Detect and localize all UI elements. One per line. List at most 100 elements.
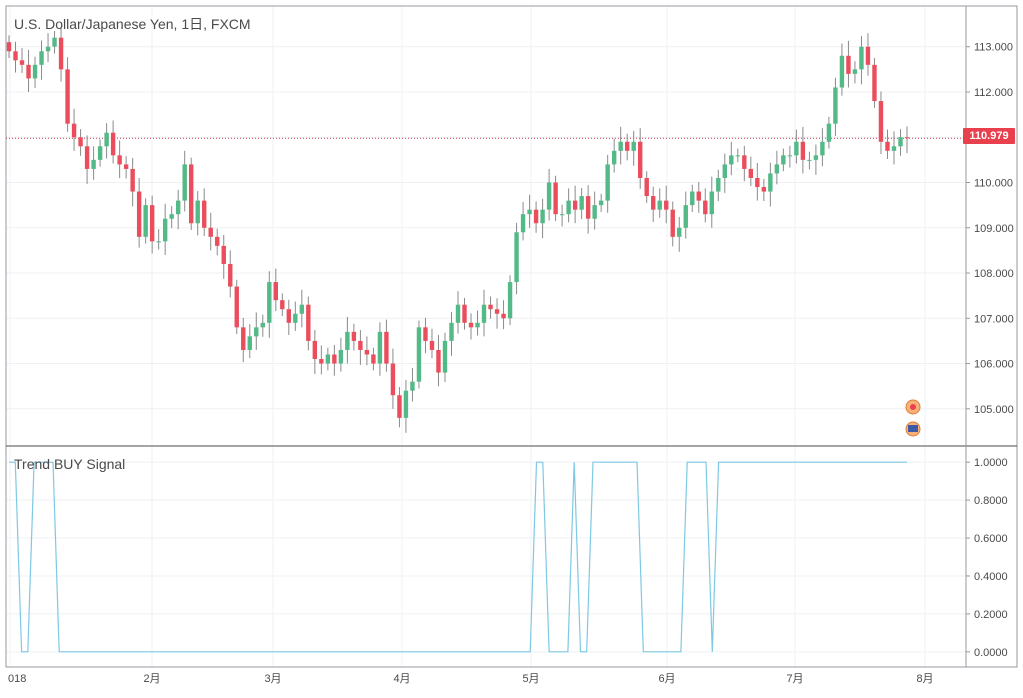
candle-body xyxy=(716,177,721,192)
candle-body xyxy=(833,87,838,124)
candle-body xyxy=(592,205,597,219)
candle-body xyxy=(852,69,858,74)
candle-body xyxy=(78,137,83,147)
candle-body xyxy=(540,209,545,224)
candle-body xyxy=(572,200,578,210)
candle-body xyxy=(247,336,252,350)
candle-body xyxy=(891,146,897,151)
candle-body xyxy=(416,327,422,382)
candle-body xyxy=(631,141,636,151)
candle-body xyxy=(742,155,747,169)
chart-frame xyxy=(5,5,1018,668)
time-axis-tick: 5月 xyxy=(522,673,539,685)
candle-body xyxy=(807,159,812,161)
indicator-axis-tick: 0.4000 xyxy=(974,571,1008,583)
candle-body xyxy=(559,214,565,216)
candle-body xyxy=(794,141,799,156)
candle-body xyxy=(729,155,734,165)
candle-body xyxy=(228,263,233,287)
candle-body xyxy=(859,46,864,70)
candle-body xyxy=(65,69,70,124)
price-axis-tick: 110.000 xyxy=(974,178,1013,190)
candle-body xyxy=(813,155,819,160)
candle-body xyxy=(117,155,122,165)
candle-body xyxy=(293,313,298,323)
candle-body xyxy=(208,227,213,237)
candle-body xyxy=(169,214,174,219)
candle-body xyxy=(462,304,467,323)
candle-body xyxy=(110,132,116,156)
candle-body xyxy=(872,64,877,102)
candle-body xyxy=(598,200,604,206)
candle-body xyxy=(624,141,630,151)
candle-body xyxy=(319,359,324,364)
candle-body xyxy=(800,141,806,160)
indicator-axis-tick: 0.2000 xyxy=(974,609,1008,621)
price-axis-tick: 112.000 xyxy=(974,87,1013,99)
candle-body xyxy=(364,349,370,355)
price-axis-tick: 113.000 xyxy=(974,42,1013,54)
candle-body xyxy=(189,164,194,224)
candle-body xyxy=(280,300,285,310)
candle-body xyxy=(332,354,337,364)
candle-body xyxy=(585,196,591,219)
candle-body xyxy=(820,141,825,156)
candle-body xyxy=(761,187,767,192)
price-axis-tick: 109.000 xyxy=(974,223,1014,235)
candle-body xyxy=(703,200,708,215)
candle-body xyxy=(865,46,871,65)
candle-body xyxy=(423,327,428,341)
candle-body xyxy=(221,245,226,264)
candle-body xyxy=(553,182,558,215)
candle-body xyxy=(397,395,402,418)
event-badge-dot-icon xyxy=(910,404,916,410)
candle-body xyxy=(351,331,357,341)
candle-body xyxy=(618,141,623,151)
candle-body xyxy=(774,164,780,174)
candle-body xyxy=(306,304,311,341)
candle-body xyxy=(91,159,96,169)
candle-body xyxy=(325,354,331,364)
candle-body xyxy=(410,381,415,391)
candle-body xyxy=(481,304,487,323)
candle-body xyxy=(403,390,409,418)
candle-body xyxy=(104,132,109,147)
price-axis-tick: 106.000 xyxy=(974,359,1014,371)
time-axis-tick: 3月 xyxy=(264,673,281,685)
candle-body xyxy=(52,37,57,47)
candle-body xyxy=(488,304,493,310)
candle-body xyxy=(768,173,773,192)
candle-body xyxy=(885,141,890,151)
time-axis-tick: 018 xyxy=(8,673,26,685)
candle-body xyxy=(358,340,363,350)
candle-body xyxy=(286,309,292,323)
price-axis-tick: 105.000 xyxy=(974,404,1014,416)
candle-body xyxy=(182,164,187,201)
candle-body xyxy=(468,322,474,328)
chart-title: U.S. Dollar/Japanese Yen, 1日, FXCM xyxy=(14,16,251,32)
candle-body xyxy=(13,51,18,61)
price-axis-tick: 107.000 xyxy=(974,313,1014,325)
candle-body xyxy=(514,232,519,283)
candle-body xyxy=(579,196,584,210)
candle-body xyxy=(839,55,845,88)
candle-body xyxy=(644,177,649,197)
candle-body xyxy=(26,64,31,79)
candle-body xyxy=(175,200,181,215)
candle-body xyxy=(722,164,727,178)
price-axis-tick: 108.000 xyxy=(974,268,1014,280)
candle-body xyxy=(826,123,832,142)
candle-body xyxy=(566,200,571,215)
candle-body xyxy=(45,46,51,52)
candle-body xyxy=(449,322,454,341)
candle-body xyxy=(709,191,714,215)
candle-body xyxy=(755,177,760,188)
candle-body xyxy=(520,214,526,233)
candle-body xyxy=(605,164,610,201)
candle-body xyxy=(234,286,239,328)
candle-body xyxy=(657,200,662,210)
candle-body xyxy=(345,331,350,350)
candle-body xyxy=(507,282,513,319)
